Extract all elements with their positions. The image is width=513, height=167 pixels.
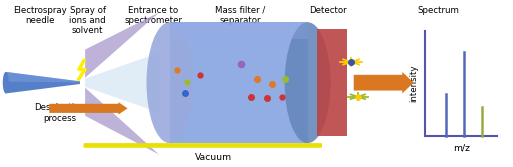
Text: Spectrum: Spectrum [417,6,459,15]
Polygon shape [85,53,160,113]
Polygon shape [85,12,160,78]
FancyBboxPatch shape [317,29,347,136]
Text: Detector: Detector [309,6,347,15]
Ellipse shape [285,22,331,143]
Ellipse shape [147,22,192,143]
Ellipse shape [3,72,9,94]
Text: Mass filter /
separator: Mass filter / separator [215,6,265,25]
Text: Spray of
ions and
solvent: Spray of ions and solvent [69,6,106,35]
Text: intensity: intensity [409,65,419,102]
Polygon shape [6,72,80,82]
FancyArrow shape [49,102,128,115]
Polygon shape [85,88,160,155]
Text: Desolvation
process: Desolvation process [34,103,85,123]
Text: m/z: m/z [452,144,469,153]
Text: Electrospray
needle: Electrospray needle [13,6,67,25]
Text: Entrance to
spectrometer: Entrance to spectrometer [124,6,182,25]
FancyBboxPatch shape [169,22,308,39]
Text: Vacuum: Vacuum [194,153,231,162]
FancyBboxPatch shape [169,22,308,143]
Polygon shape [6,72,80,94]
FancyBboxPatch shape [84,143,322,148]
FancyArrow shape [353,72,413,94]
